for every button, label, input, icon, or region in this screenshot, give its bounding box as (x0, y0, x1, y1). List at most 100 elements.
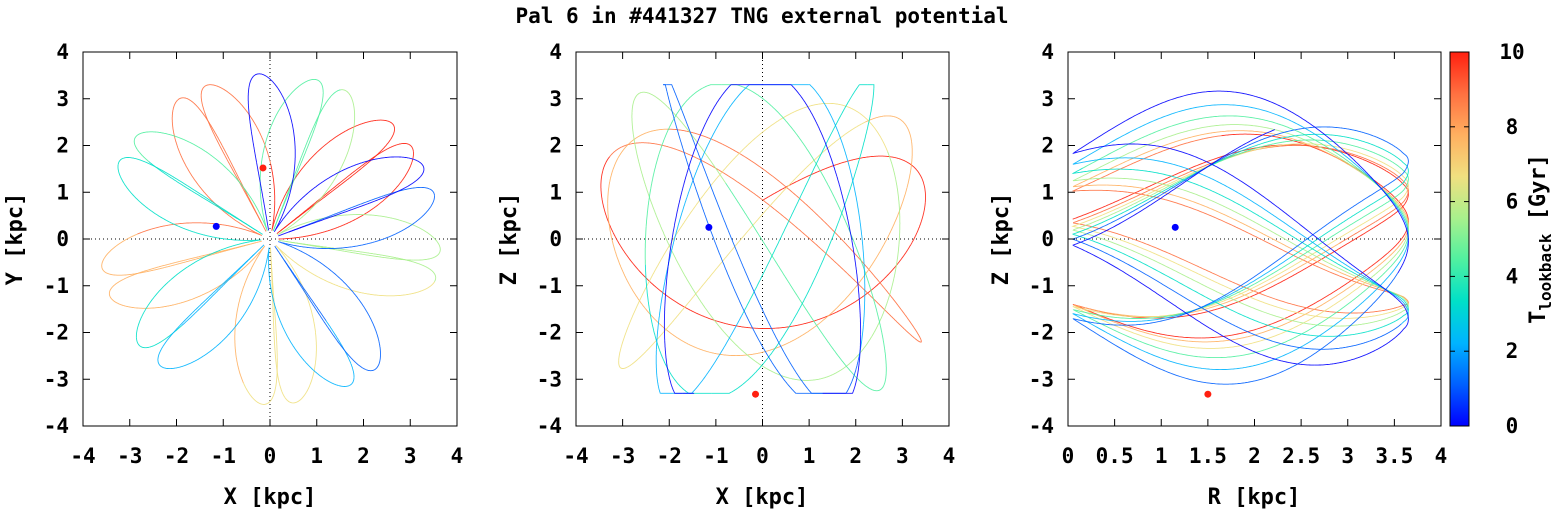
orbit-segment (203, 149, 230, 172)
orbit-segment (717, 320, 747, 328)
orbit-segment (764, 201, 795, 226)
orbit-segment (379, 215, 409, 224)
orbit-segment (917, 171, 925, 186)
orbit-segment (695, 174, 720, 206)
orbit-segment (171, 254, 205, 264)
orbit-segment (401, 156, 418, 162)
orbit-segment (1312, 142, 1357, 170)
orbit-segment (1398, 192, 1409, 207)
orbit-segment (671, 85, 682, 109)
orbit-segment (135, 321, 141, 338)
orbit-segment (276, 212, 305, 234)
orbit-segment (923, 184, 926, 203)
orbit-segment (1309, 123, 1354, 160)
x-tick-label: 1 (803, 444, 816, 468)
orbit-segment (1313, 249, 1358, 275)
orbit-segment (1337, 146, 1375, 160)
marker-present (212, 222, 220, 230)
orbit-segment (858, 298, 862, 335)
orbit-segment (706, 174, 723, 216)
axis-ticks-rz: 0 0.5 1 1.5 2 2.5 3 3.5 4 -4 -3 -2 -1 0 1 2 3 4 (1029, 40, 1448, 468)
orbit-segment (762, 183, 792, 201)
orbit-segment (284, 85, 300, 102)
orbit-segment (406, 176, 421, 187)
orbit-segment (265, 247, 270, 269)
orbit-segment (351, 203, 380, 222)
orbit-segment (286, 163, 302, 197)
orbit-segment (287, 336, 306, 362)
orbit-segment (793, 224, 822, 250)
orbit-segment (150, 279, 172, 302)
orbit-segment (272, 196, 288, 232)
orbit-segment (650, 154, 660, 189)
orbit-segment (1348, 314, 1382, 319)
orbit-segment (252, 263, 267, 299)
orbit-segment (755, 296, 775, 334)
orbit-segment (1218, 203, 1279, 236)
orbit-segment (271, 200, 276, 231)
orbit-segment (858, 334, 862, 366)
orbit-segment (108, 273, 125, 276)
orbit-segment (407, 222, 429, 234)
orbit-segment (332, 125, 357, 140)
orbit-segment (1072, 120, 1127, 155)
orbit-segment (857, 204, 864, 246)
orbit-segment (1281, 210, 1332, 250)
orbit-segment (1096, 333, 1166, 372)
orbit-segment (1072, 225, 1112, 257)
y-tick-label: -4 (44, 414, 69, 438)
orbit-segment (644, 226, 647, 265)
orbit-segment (324, 207, 358, 220)
orbit-segment (1339, 221, 1377, 244)
orbit-segment (667, 370, 675, 392)
orbit-segment (381, 144, 399, 153)
orbit-segment (603, 209, 614, 233)
orbit-segment (1298, 346, 1346, 350)
orbit-segment (194, 192, 226, 212)
orbit-segment (424, 265, 435, 274)
orbit-segment (355, 295, 373, 322)
orbit-segment (1352, 138, 1386, 151)
orbit-segment (1320, 146, 1363, 160)
orbit-segment (846, 156, 871, 162)
orbit-segment (1300, 288, 1347, 318)
orbit-segment (717, 98, 737, 126)
orbit-segment (332, 170, 359, 192)
orbit-segment (234, 294, 242, 329)
orbit-segment (330, 89, 341, 97)
y-tick-label: -3 (537, 367, 562, 391)
orbit-segment (311, 110, 321, 135)
orbit-segment (358, 153, 379, 172)
y-tick-label: 1 (549, 180, 562, 204)
orbit-segment (638, 161, 649, 195)
orbit-segment (814, 322, 835, 351)
orbit-segment (245, 244, 265, 263)
orbit-segment (353, 105, 356, 127)
orbit-segment (735, 84, 755, 100)
orbit-segment (840, 104, 860, 114)
orbit-segment (681, 151, 709, 165)
orbit-segment (813, 372, 836, 381)
orbit-segment (1132, 277, 1201, 323)
orbit-segment (306, 292, 327, 321)
orbit-segment (665, 294, 691, 311)
y-axis-label-xy: Y [kpc] (3, 193, 28, 286)
x-tick-label: 2.5 (1282, 444, 1320, 468)
marker-present (705, 223, 713, 231)
orbit-segment (674, 184, 685, 226)
orbit-segment (915, 330, 922, 340)
orbit-segment (378, 254, 406, 261)
orbit-segment (1132, 169, 1200, 186)
orbit-segment (1386, 193, 1405, 216)
orbit-segment (1387, 290, 1406, 302)
orbit-segment (717, 236, 744, 268)
orbit-segment (303, 212, 339, 227)
orbit-segment (111, 278, 124, 289)
orbit-segment (200, 95, 205, 112)
orbit-segment (906, 126, 913, 142)
orbit-segment (196, 105, 210, 123)
orbit-segment (273, 207, 294, 233)
orbit-segment (883, 115, 898, 119)
orbit-segment (1197, 124, 1260, 130)
orbit-segment (1403, 162, 1409, 174)
